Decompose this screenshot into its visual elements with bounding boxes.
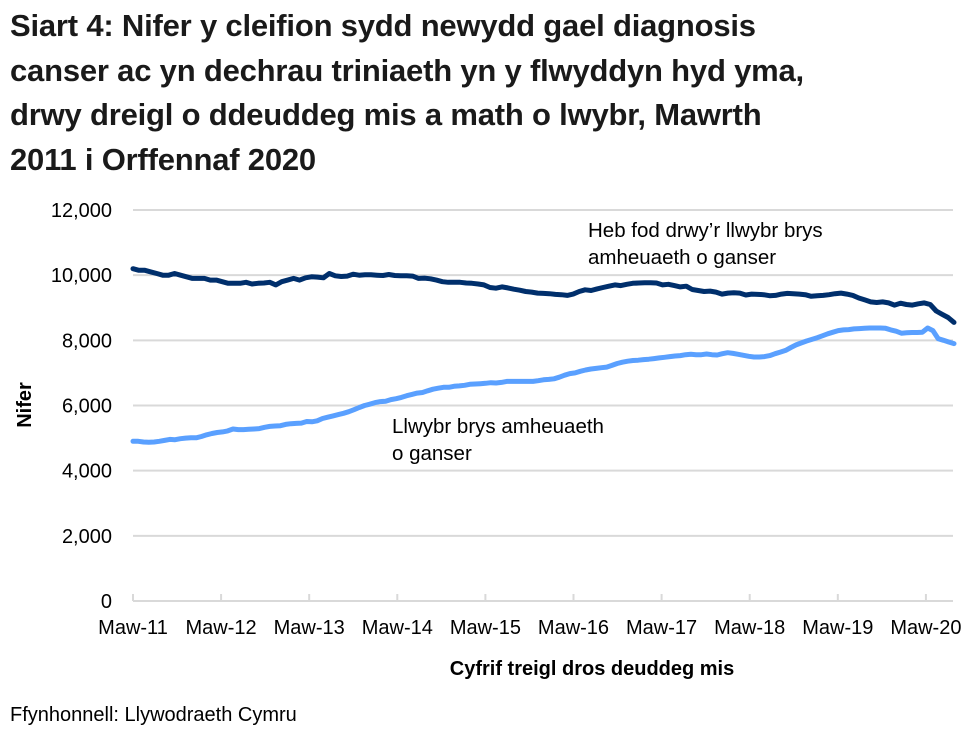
x-tick-label: Maw-16 xyxy=(538,617,609,639)
title-line-1: Siart 4: Nifer y cleifion sydd newydd ga… xyxy=(10,8,756,43)
x-tick-label: Maw-20 xyxy=(890,617,961,639)
title-line-3: drwy dreigl o ddeuddeg mis a math o lwyb… xyxy=(10,97,762,132)
x-axis-ticks: Maw-11 Maw-12 Maw-13 Maw-14 Maw-15 Maw-16 Maw-… xyxy=(98,594,961,639)
y-tick-label: 10,000 xyxy=(51,265,112,287)
x-tick-label: Maw-17 xyxy=(626,617,697,639)
x-tick-label: Maw-12 xyxy=(186,617,257,639)
y-tick-label: 2,000 xyxy=(62,526,112,548)
x-axis-title: Cyfrif treigl dros deuddeg mis xyxy=(450,658,734,680)
series-line-non-urgent xyxy=(130,266,957,325)
annotation-non-urgent-line-1: Heb fod drwy’r llwybr brys xyxy=(588,219,823,242)
x-tick-label: Maw-13 xyxy=(274,617,345,639)
series-line-urgent xyxy=(130,325,957,445)
y-tick-label: 8,000 xyxy=(62,330,112,352)
source-note: Ffynhonnell: Llywodraeth Cymru xyxy=(10,704,297,726)
y-tick-label: 12,000 xyxy=(51,200,112,222)
x-tick-label: Maw-11 xyxy=(98,617,168,639)
annotation-non-urgent-line-2: amheuaeth o ganser xyxy=(588,246,776,269)
x-tick-label: Maw-19 xyxy=(802,617,873,639)
annotation-urgent-line-1: Llwybr brys amheuaeth xyxy=(392,415,604,438)
x-tick-label: Maw-15 xyxy=(450,617,521,639)
title-line-4: 2011 i Orffennaf 2020 xyxy=(10,141,316,177)
y-axis-ticks: 0 2,000 4,000 6,000 8,000 10,000 12,000 xyxy=(51,200,112,613)
annotation-urgent-line-2: o ganser xyxy=(392,442,472,465)
x-tick-label: Maw-14 xyxy=(362,617,433,639)
x-tick-label: Maw-18 xyxy=(714,617,785,639)
title-line-2: canser ac yn dechrau triniaeth yn y flwy… xyxy=(10,52,804,88)
chart-title: Siart 4: Nifer y cleifion sydd newydd ga… xyxy=(10,4,970,182)
y-tick-label: 6,000 xyxy=(62,396,112,418)
y-tick-label: 4,000 xyxy=(62,461,112,483)
y-tick-label: 0 xyxy=(101,591,112,613)
gridlines xyxy=(133,209,953,537)
y-axis-title: Nifer xyxy=(14,382,36,428)
